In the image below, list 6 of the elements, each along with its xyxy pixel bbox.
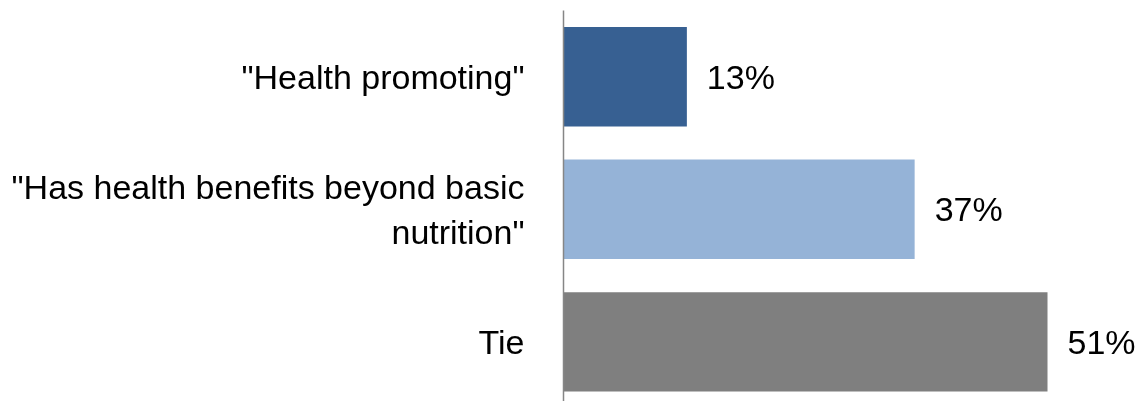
data-label: 13%	[706, 57, 775, 96]
y-tick-label: "Has health benefits beyond basic nutrition"	[11, 167, 525, 252]
y-tick-label: Tie	[478, 322, 525, 361]
data-label: 37%	[934, 190, 1003, 229]
y-tick-label: "Health promoting"	[241, 57, 525, 96]
data-label: 51%	[1067, 322, 1136, 361]
